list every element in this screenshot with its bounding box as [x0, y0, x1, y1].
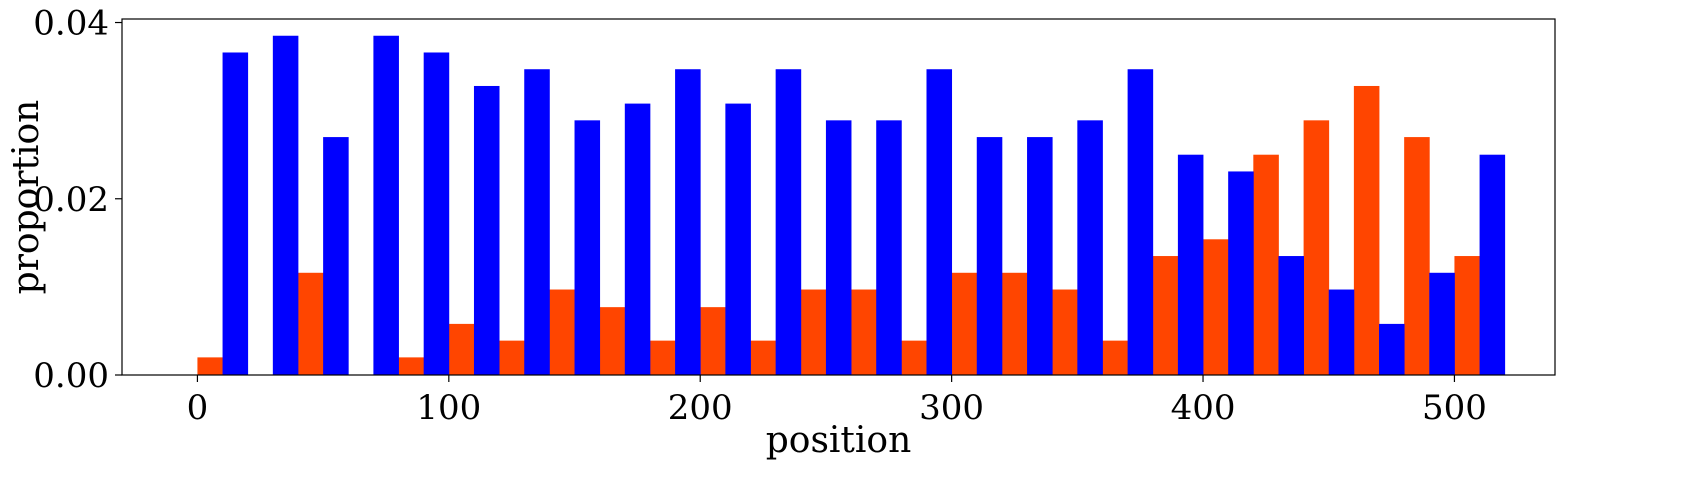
bar-series-0-bin-22 [1303, 120, 1330, 375]
bar-series-1-bin-25 [1479, 154, 1506, 375]
bar-series-1-bin-22 [1328, 289, 1355, 375]
bar-series-0-bin-21 [1253, 154, 1279, 375]
bar-series-1-bin-20 [1228, 171, 1254, 375]
bar-series-1-bin-9 [675, 69, 701, 375]
bar-series-1-bin-12 [825, 120, 852, 375]
bar-series-1-bin-17 [1077, 120, 1103, 375]
bar-series-0-bin-24 [1404, 137, 1430, 375]
x-tick-label: 300 [919, 388, 984, 428]
bar-series-0-bin-23 [1353, 85, 1380, 375]
bar-series-1-bin-10 [725, 103, 751, 376]
bar-series-1-bin-5 [473, 85, 500, 375]
bar-series-0-bin-9 [649, 340, 676, 375]
bar-series-0-bin-12 [800, 289, 827, 375]
bar-series-0-bin-8 [599, 307, 626, 375]
bar-series-1-bin-24 [1429, 272, 1455, 375]
bars-layer [197, 35, 1506, 376]
bar-series-1-bin-14 [926, 69, 953, 375]
x-tick-label: 200 [668, 388, 733, 428]
bar-series-1-bin-2 [323, 137, 349, 375]
bar-series-1-bin-6 [524, 69, 550, 375]
bar-series-1-bin-8 [624, 103, 651, 376]
x-axis-label: position [766, 420, 912, 461]
y-tick-label: 0.02 [33, 180, 109, 220]
bar-series-0-bin-20 [1203, 239, 1229, 375]
bar-series-0-bin-0 [197, 357, 223, 375]
bar-series-0-bin-15 [951, 272, 978, 375]
x-tick-label: 500 [1422, 388, 1487, 428]
x-tick-label: 0 [187, 388, 209, 428]
bar-series-0-bin-18 [1102, 340, 1129, 375]
bar-series-1-bin-15 [976, 137, 1003, 375]
bar-series-1-bin-4 [423, 52, 450, 376]
bar-series-0-bin-10 [700, 307, 726, 375]
bar-series-0-bin-4 [398, 357, 425, 375]
bar-series-0-bin-7 [549, 289, 575, 375]
y-tick-label: 0.04 [33, 4, 109, 44]
bar-series-1-bin-3 [373, 35, 399, 375]
bar-series-1-bin-7 [574, 120, 601, 375]
y-axis-label: proportion [6, 100, 47, 295]
bar-series-0-bin-11 [750, 340, 777, 375]
bar-series-1-bin-21 [1278, 256, 1304, 375]
ticks-layer: 0 100 200 300 400 500 0.00 0.02 0.04 [33, 4, 1487, 428]
bar-series-1-bin-19 [1177, 154, 1204, 375]
bar-series-0-bin-25 [1454, 256, 1480, 375]
bar-series-1-bin-23 [1379, 323, 1405, 375]
bar-series-0-bin-19 [1152, 256, 1179, 375]
y-tick-label: 0.00 [33, 356, 109, 396]
plot-frame [121, 18, 1556, 376]
bar-series-1-bin-0 [222, 52, 249, 376]
bar-series-0-bin-6 [499, 340, 525, 375]
bar-series-0-bin-14 [901, 340, 927, 375]
bar-series-0-bin-2 [297, 272, 324, 375]
bar-series-1-bin-13 [876, 120, 902, 375]
x-tick-label: 100 [416, 388, 481, 428]
bar-series-1-bin-18 [1127, 69, 1154, 375]
bar-series-1-bin-11 [775, 69, 802, 375]
bar-series-0-bin-17 [1052, 289, 1078, 375]
bar-series-0-bin-5 [448, 323, 475, 375]
bar-series-0-bin-13 [851, 289, 877, 375]
bar-series-1-bin-16 [1027, 137, 1053, 375]
bar-series-1-bin-1 [272, 35, 299, 375]
x-tick-label: 400 [1171, 388, 1236, 428]
bar-series-0-bin-16 [1001, 272, 1028, 375]
